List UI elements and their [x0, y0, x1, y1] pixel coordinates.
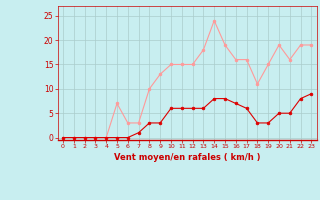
- X-axis label: Vent moyen/en rafales ( km/h ): Vent moyen/en rafales ( km/h ): [114, 153, 260, 162]
